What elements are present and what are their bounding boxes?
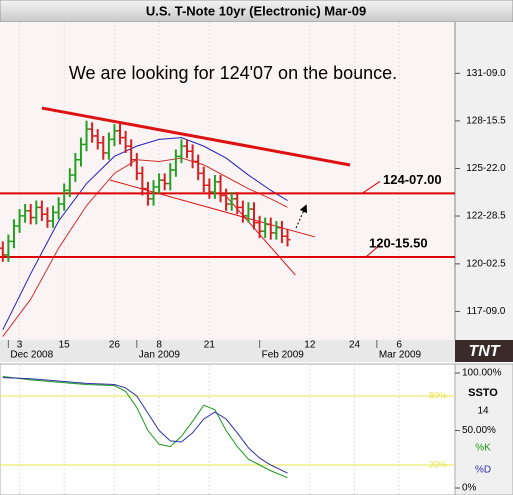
- y-tick-label: 117-09.0: [467, 306, 506, 317]
- x-tick-label: 3: [17, 340, 23, 351]
- logo-box: [455, 340, 513, 362]
- trendline: [41, 106, 351, 167]
- x-axis-area: [0, 340, 455, 362]
- x-tick-label: 6: [396, 340, 402, 351]
- indicator-period: 14: [477, 406, 489, 417]
- y-tick-label: 131-09.0: [466, 68, 506, 79]
- month-label: Jan 2009: [139, 350, 181, 361]
- level-label: 120-15.50: [369, 235, 428, 250]
- y-axis-area: [455, 22, 513, 340]
- x-tick-label: 21: [204, 340, 216, 351]
- reference-label: 20%: [429, 459, 447, 469]
- indicator-line: [2, 137, 288, 331]
- legend-label: %K: [475, 443, 491, 454]
- reference-label: 80%: [429, 390, 447, 400]
- lower-panel: [0, 363, 456, 495]
- indicator-title: SSTO: [468, 387, 498, 399]
- y-tick-label: 128-15.5: [466, 116, 506, 127]
- level-connector: [365, 244, 381, 258]
- stochastic-line: [2, 377, 288, 474]
- level-label: 124-07.00: [383, 172, 442, 187]
- month-label: Mar 2009: [379, 350, 422, 361]
- lower-axis-area: [454, 363, 513, 495]
- x-tick-label: 8: [156, 340, 162, 351]
- indicator-line: [2, 157, 288, 337]
- y-tick-label: 100.00%: [462, 368, 502, 379]
- level-connector: [361, 181, 381, 194]
- y-tick-label: 122-28.5: [466, 211, 506, 222]
- x-tick-label: 26: [109, 340, 121, 351]
- y-tick-label: 125-22.0: [466, 163, 506, 174]
- logo: TNT: [468, 343, 500, 360]
- y-tick-label: 0%: [462, 483, 477, 494]
- x-tick-label: 12: [304, 340, 316, 351]
- x-tick-label: 24: [349, 340, 361, 351]
- y-tick-label: 50.00%: [462, 425, 496, 436]
- annotation: We are looking for 124'07 on the bounce.: [69, 63, 397, 83]
- legend-label: %D: [475, 465, 491, 476]
- y-tick-label: 120-02.5: [466, 258, 506, 269]
- month-label: Dec 2008: [10, 350, 53, 361]
- x-tick-label: 15: [59, 340, 71, 351]
- chart-title: U.S. T-Note 10yr (Electronic) Mar-09: [146, 3, 366, 18]
- month-label: Feb 2009: [262, 350, 305, 361]
